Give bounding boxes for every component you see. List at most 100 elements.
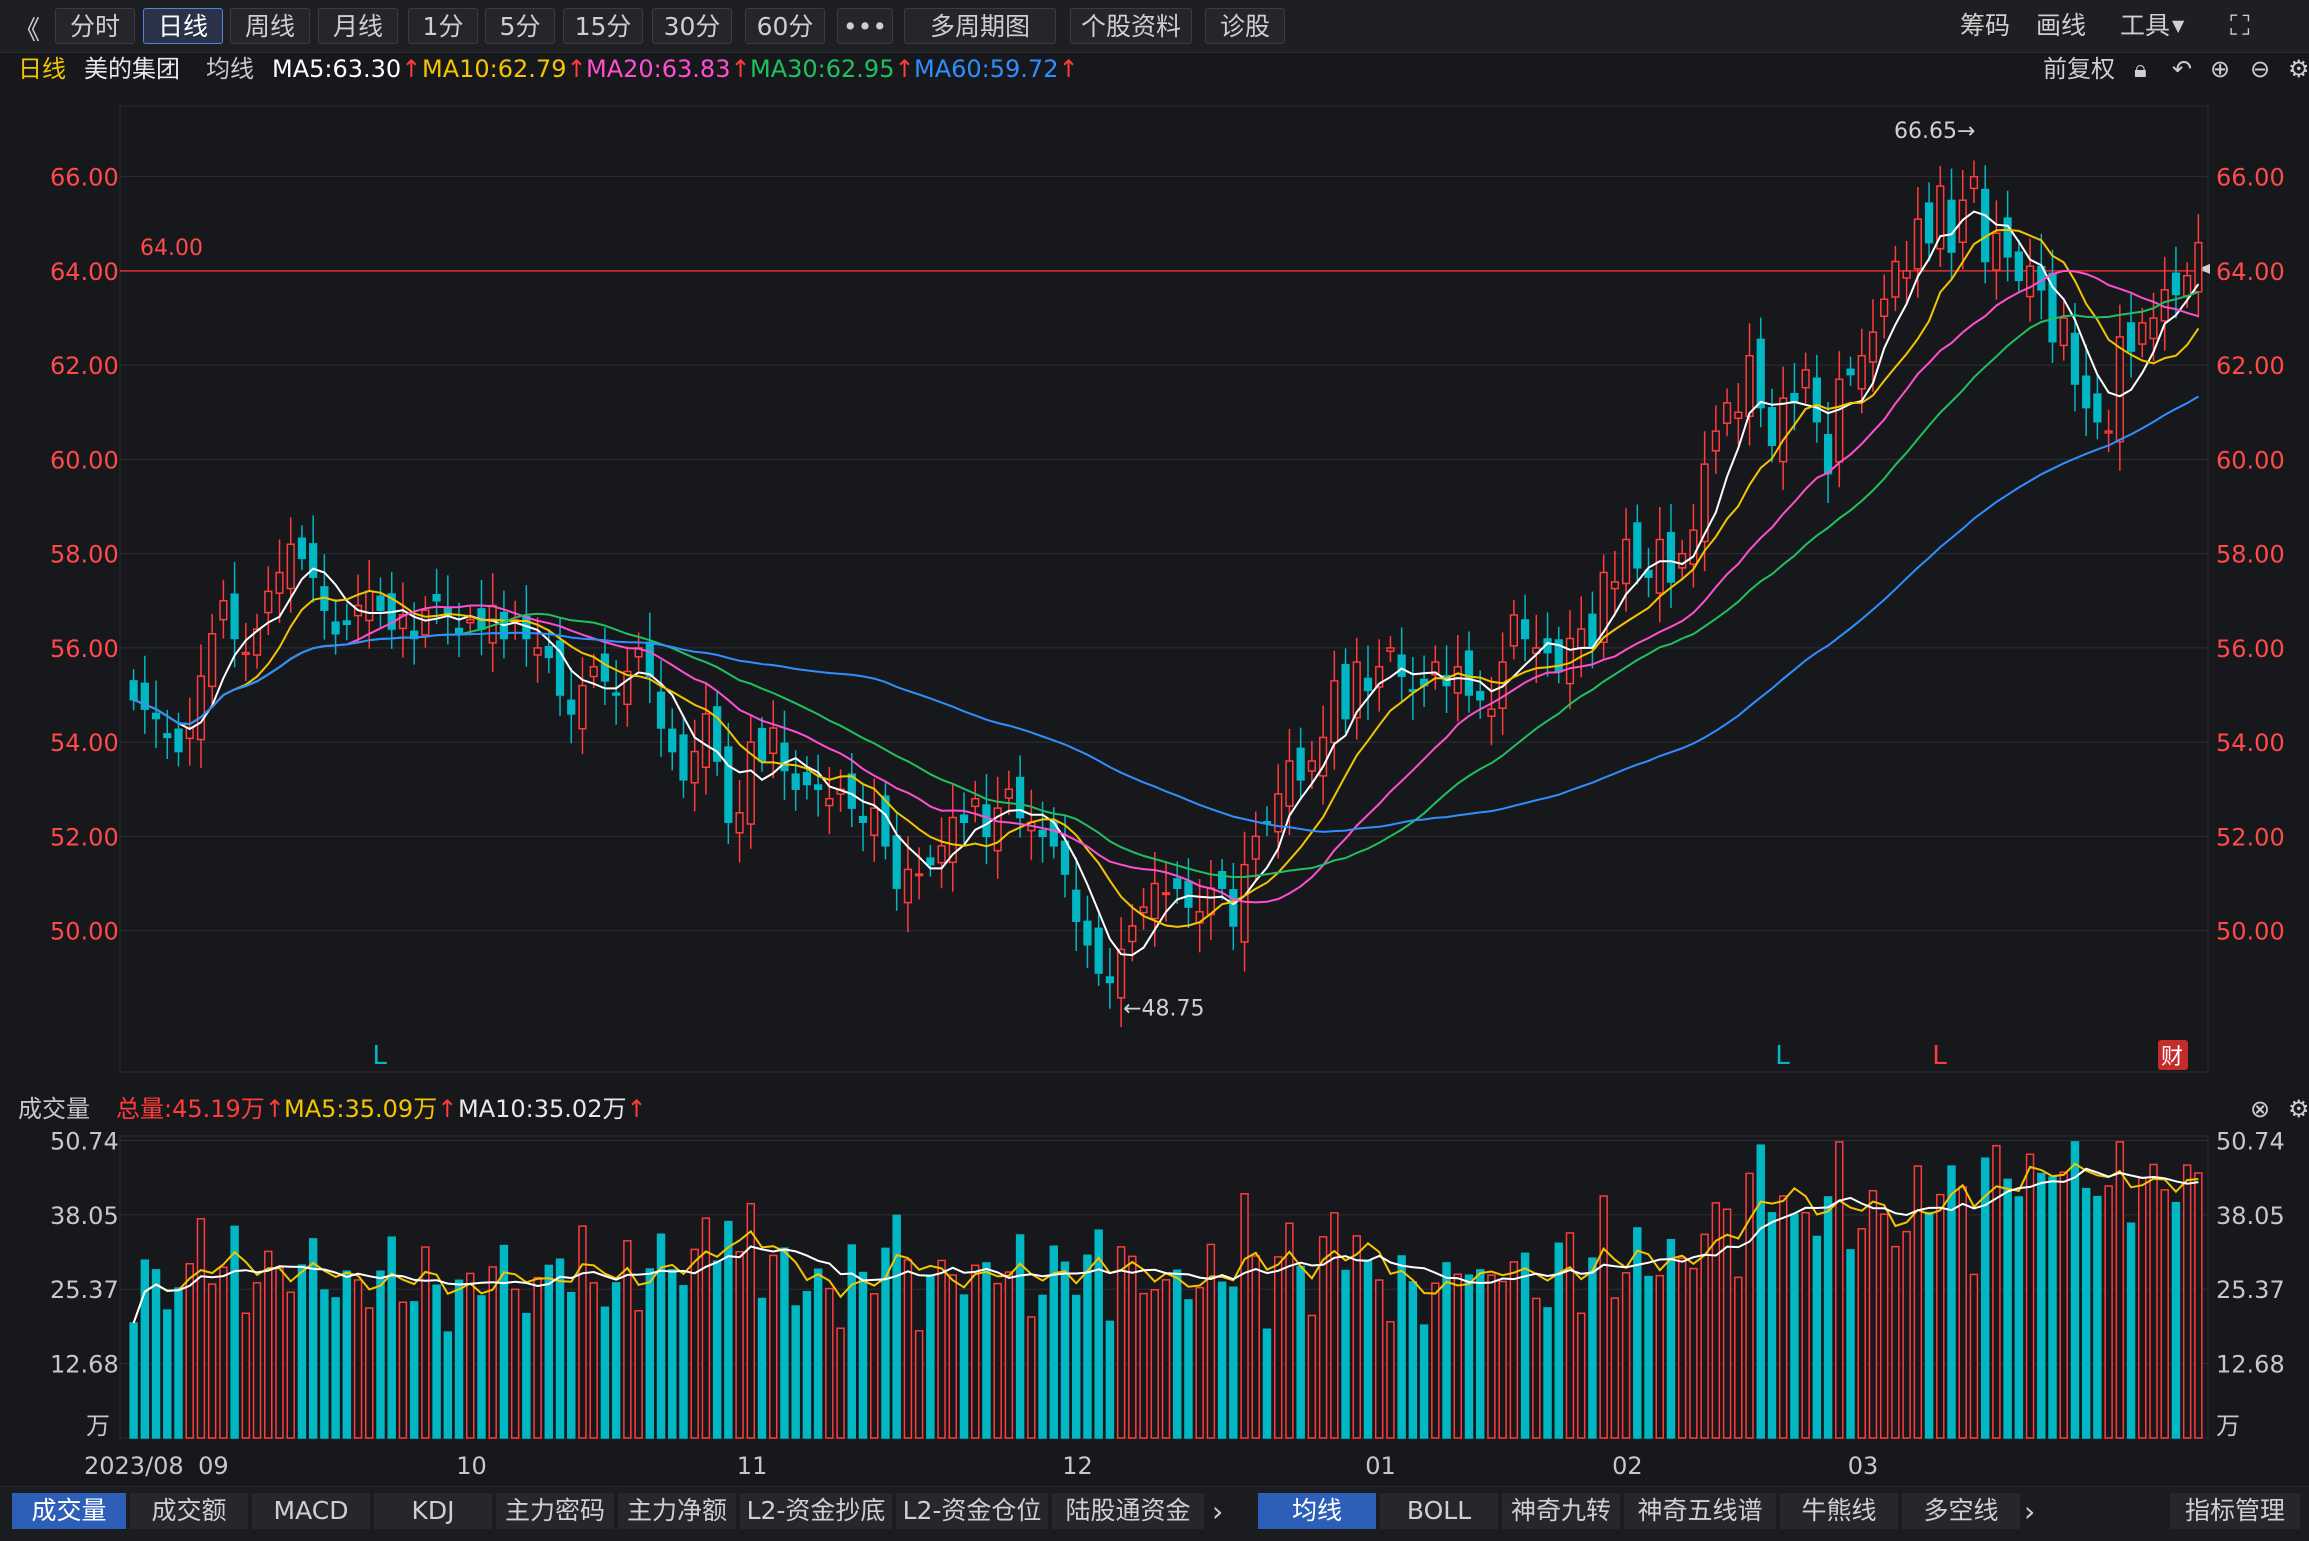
price-tick-right: 60.00 bbox=[2216, 446, 2285, 474]
kline-chart[interactable]: 50.00 50.00 52.00 52.00 54.00 54.00 56.00 56.00… bbox=[0, 0, 2309, 1486]
indicator-tab-5[interactable]: 主力净额 bbox=[618, 1493, 736, 1529]
volume-bar bbox=[847, 1244, 857, 1439]
indicator-tab-6[interactable]: L2-资金抄底 bbox=[740, 1493, 892, 1529]
volume-bar bbox=[533, 1276, 542, 1439]
signal-marker-l: L bbox=[1775, 1041, 1790, 1071]
indicator-tab-3[interactable]: KDJ bbox=[374, 1493, 492, 1529]
volume-bar bbox=[443, 1331, 453, 1439]
candle-body bbox=[1217, 870, 1227, 889]
indicator-tab-1[interactable]: 成交额 bbox=[130, 1493, 248, 1529]
collapse-left-icon[interactable]: 《 bbox=[14, 16, 41, 46]
tab-60min[interactable]: 60分 bbox=[745, 8, 825, 44]
ma-title[interactable]: 均线 bbox=[206, 55, 254, 83]
volume-bar bbox=[870, 1293, 879, 1439]
volume-bar bbox=[1588, 1257, 1597, 1439]
candle-body bbox=[241, 651, 250, 656]
volume-tick-right: 50.74 bbox=[2216, 1127, 2285, 1155]
volume-settings-icon[interactable]: ⚙ bbox=[2288, 1095, 2309, 1123]
candle-body bbox=[331, 621, 340, 635]
tab-30min[interactable]: 30分 bbox=[652, 8, 732, 44]
candle-body bbox=[252, 628, 262, 656]
close-panel-icon[interactable]: ⊗ bbox=[2250, 1095, 2271, 1123]
price-tick-right: 54.00 bbox=[2216, 729, 2285, 757]
volume-bar bbox=[948, 1274, 958, 1439]
volume-bar bbox=[466, 1272, 475, 1439]
volume-bar bbox=[757, 1297, 767, 1439]
candle-body bbox=[1476, 690, 1485, 701]
volume-tick-left: 38.05 bbox=[50, 1202, 119, 1230]
indicator-tab-7[interactable]: L2-资金仓位 bbox=[896, 1493, 1048, 1529]
volume-bar bbox=[1195, 1286, 1204, 1439]
volume-bar bbox=[1038, 1294, 1047, 1439]
overlay-tab-4[interactable]: 牛熊线 bbox=[1780, 1493, 1898, 1529]
volume-bar bbox=[1217, 1281, 1227, 1439]
volume-bar bbox=[219, 1266, 228, 1439]
indicator-manage-button[interactable]: 指标管理 bbox=[2170, 1493, 2300, 1529]
zoom-out-icon[interactable]: ⊖ bbox=[2250, 55, 2271, 83]
volume-bar bbox=[2182, 1164, 2192, 1439]
tab-15min[interactable]: 15分 bbox=[563, 8, 643, 44]
fullscreen-icon[interactable]: ⛶ bbox=[2230, 9, 2250, 42]
overlay-tab-3[interactable]: 神奇五线谱 bbox=[1624, 1493, 1776, 1529]
volume-bar bbox=[858, 1271, 868, 1439]
volume-bar bbox=[1487, 1274, 1496, 1439]
volume-bar bbox=[1307, 1314, 1317, 1439]
tab-5min[interactable]: 5分 bbox=[485, 8, 555, 44]
volume-bar bbox=[701, 1217, 711, 1439]
tab-weekly[interactable]: 周线 bbox=[230, 8, 310, 44]
adjust-mode[interactable]: 前复权 bbox=[2043, 55, 2115, 83]
overlay-tab-0[interactable]: 均线 bbox=[1258, 1493, 1376, 1529]
indicator-tab-8[interactable]: 陆股通资金 bbox=[1052, 1493, 1204, 1529]
overlay-tab-1[interactable]: BOLL bbox=[1380, 1493, 1498, 1529]
volume-ma10-line bbox=[132, 1167, 2199, 1324]
volume-bar bbox=[1453, 1273, 1462, 1439]
candle-body bbox=[668, 728, 677, 753]
candle-body bbox=[1004, 788, 1014, 799]
price-tick-left: 56.00 bbox=[50, 635, 119, 663]
candle-body bbox=[2149, 317, 2158, 340]
volume-bar bbox=[1150, 1289, 1160, 1439]
candle-body bbox=[735, 812, 744, 834]
indicator-tab-4[interactable]: 主力密码 bbox=[496, 1493, 614, 1529]
price-tick-right: 62.00 bbox=[2216, 352, 2285, 380]
undo-icon[interactable]: ↶ bbox=[2172, 55, 2193, 83]
tab-multi-period[interactable]: 多周期图 bbox=[904, 8, 1056, 44]
candle-body bbox=[1644, 569, 1653, 578]
candle-body bbox=[1745, 354, 1754, 418]
volume-bar bbox=[2149, 1163, 2158, 1439]
draw-line-button[interactable]: 画线 bbox=[2036, 11, 2087, 40]
candle-body bbox=[1397, 654, 1406, 677]
volume-bar bbox=[1801, 1211, 1810, 1439]
candle-body bbox=[140, 682, 149, 710]
indicator-tab-0[interactable]: 成交量 bbox=[12, 1493, 126, 1529]
zoom-in-icon[interactable]: ⊕ bbox=[2210, 55, 2231, 83]
volume-bar bbox=[813, 1268, 823, 1439]
tools-dropdown-icon[interactable]: ▼ bbox=[2172, 16, 2185, 35]
scroll-right-more-icon[interactable]: › bbox=[2024, 1495, 2036, 1528]
tab-diagnosis[interactable]: 诊股 bbox=[1205, 8, 1285, 44]
indicator-tab-2[interactable]: MACD bbox=[252, 1493, 370, 1529]
settings-icon[interactable]: ⚙ bbox=[2288, 55, 2309, 83]
volume-bar bbox=[1363, 1259, 1373, 1439]
tab-stock-profile[interactable]: 个股资料 bbox=[1070, 8, 1192, 44]
tab-fenshi[interactable]: 分时 bbox=[55, 8, 135, 44]
candle-body bbox=[645, 641, 654, 677]
scroll-left-more-icon[interactable]: › bbox=[1212, 1495, 1224, 1528]
candle-body bbox=[802, 772, 812, 786]
tab-1min[interactable]: 1分 bbox=[408, 8, 478, 44]
volume-bar bbox=[320, 1289, 329, 1439]
lock-icon[interactable]: 🔒︎ bbox=[2134, 55, 2147, 83]
more-periods-icon[interactable]: ••• bbox=[837, 8, 893, 44]
volume-bar bbox=[2171, 1201, 2181, 1439]
overlay-tab-5[interactable]: 多空线 bbox=[1902, 1493, 2020, 1529]
candle-body bbox=[1610, 581, 1619, 590]
candle-body bbox=[1274, 793, 1283, 833]
chip-button[interactable]: 筹码 bbox=[1960, 11, 2011, 40]
overlay-tab-2[interactable]: 神奇九转 bbox=[1502, 1493, 1620, 1529]
tab-daily[interactable]: 日线 bbox=[143, 8, 223, 44]
volume-bar bbox=[1498, 1280, 1507, 1439]
tools-button[interactable]: 工具 bbox=[2120, 11, 2171, 40]
volume-bar bbox=[409, 1301, 419, 1439]
tab-monthly[interactable]: 月线 bbox=[318, 8, 398, 44]
volume-bar bbox=[1105, 1320, 1115, 1439]
